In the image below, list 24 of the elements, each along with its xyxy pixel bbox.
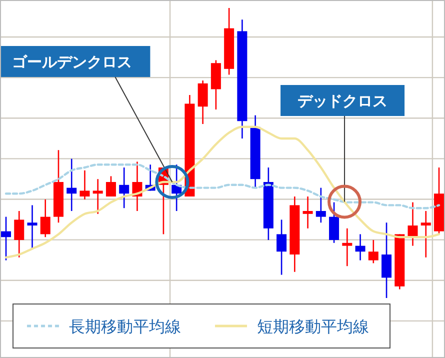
candlestick bbox=[408, 202, 418, 246]
candlestick bbox=[302, 196, 313, 230]
annotation: ゴールデンクロス bbox=[12, 53, 132, 71]
candlestick bbox=[368, 239, 378, 264]
candlestick bbox=[276, 219, 287, 276]
candlestick bbox=[106, 176, 116, 198]
legend-label: 長期移動平均線 bbox=[69, 317, 181, 336]
candlestick bbox=[1, 216, 11, 261]
candlestick bbox=[420, 210, 431, 258]
candlestick bbox=[92, 178, 103, 215]
candlestick bbox=[316, 187, 326, 224]
candlestick bbox=[80, 170, 90, 200]
candlestick bbox=[342, 228, 352, 267]
candlestick bbox=[382, 222, 392, 299]
candlestick bbox=[40, 198, 50, 238]
legend-label: 短期移動平均線 bbox=[257, 317, 369, 336]
annotation: デッドクロス bbox=[298, 92, 388, 110]
candlestick bbox=[355, 234, 366, 261]
candlestick bbox=[66, 158, 77, 212]
candlestick bbox=[119, 166, 130, 209]
candlestick bbox=[329, 202, 340, 244]
candlestick bbox=[27, 204, 38, 250]
candlestick bbox=[14, 210, 24, 258]
candlestick bbox=[198, 80, 208, 125]
